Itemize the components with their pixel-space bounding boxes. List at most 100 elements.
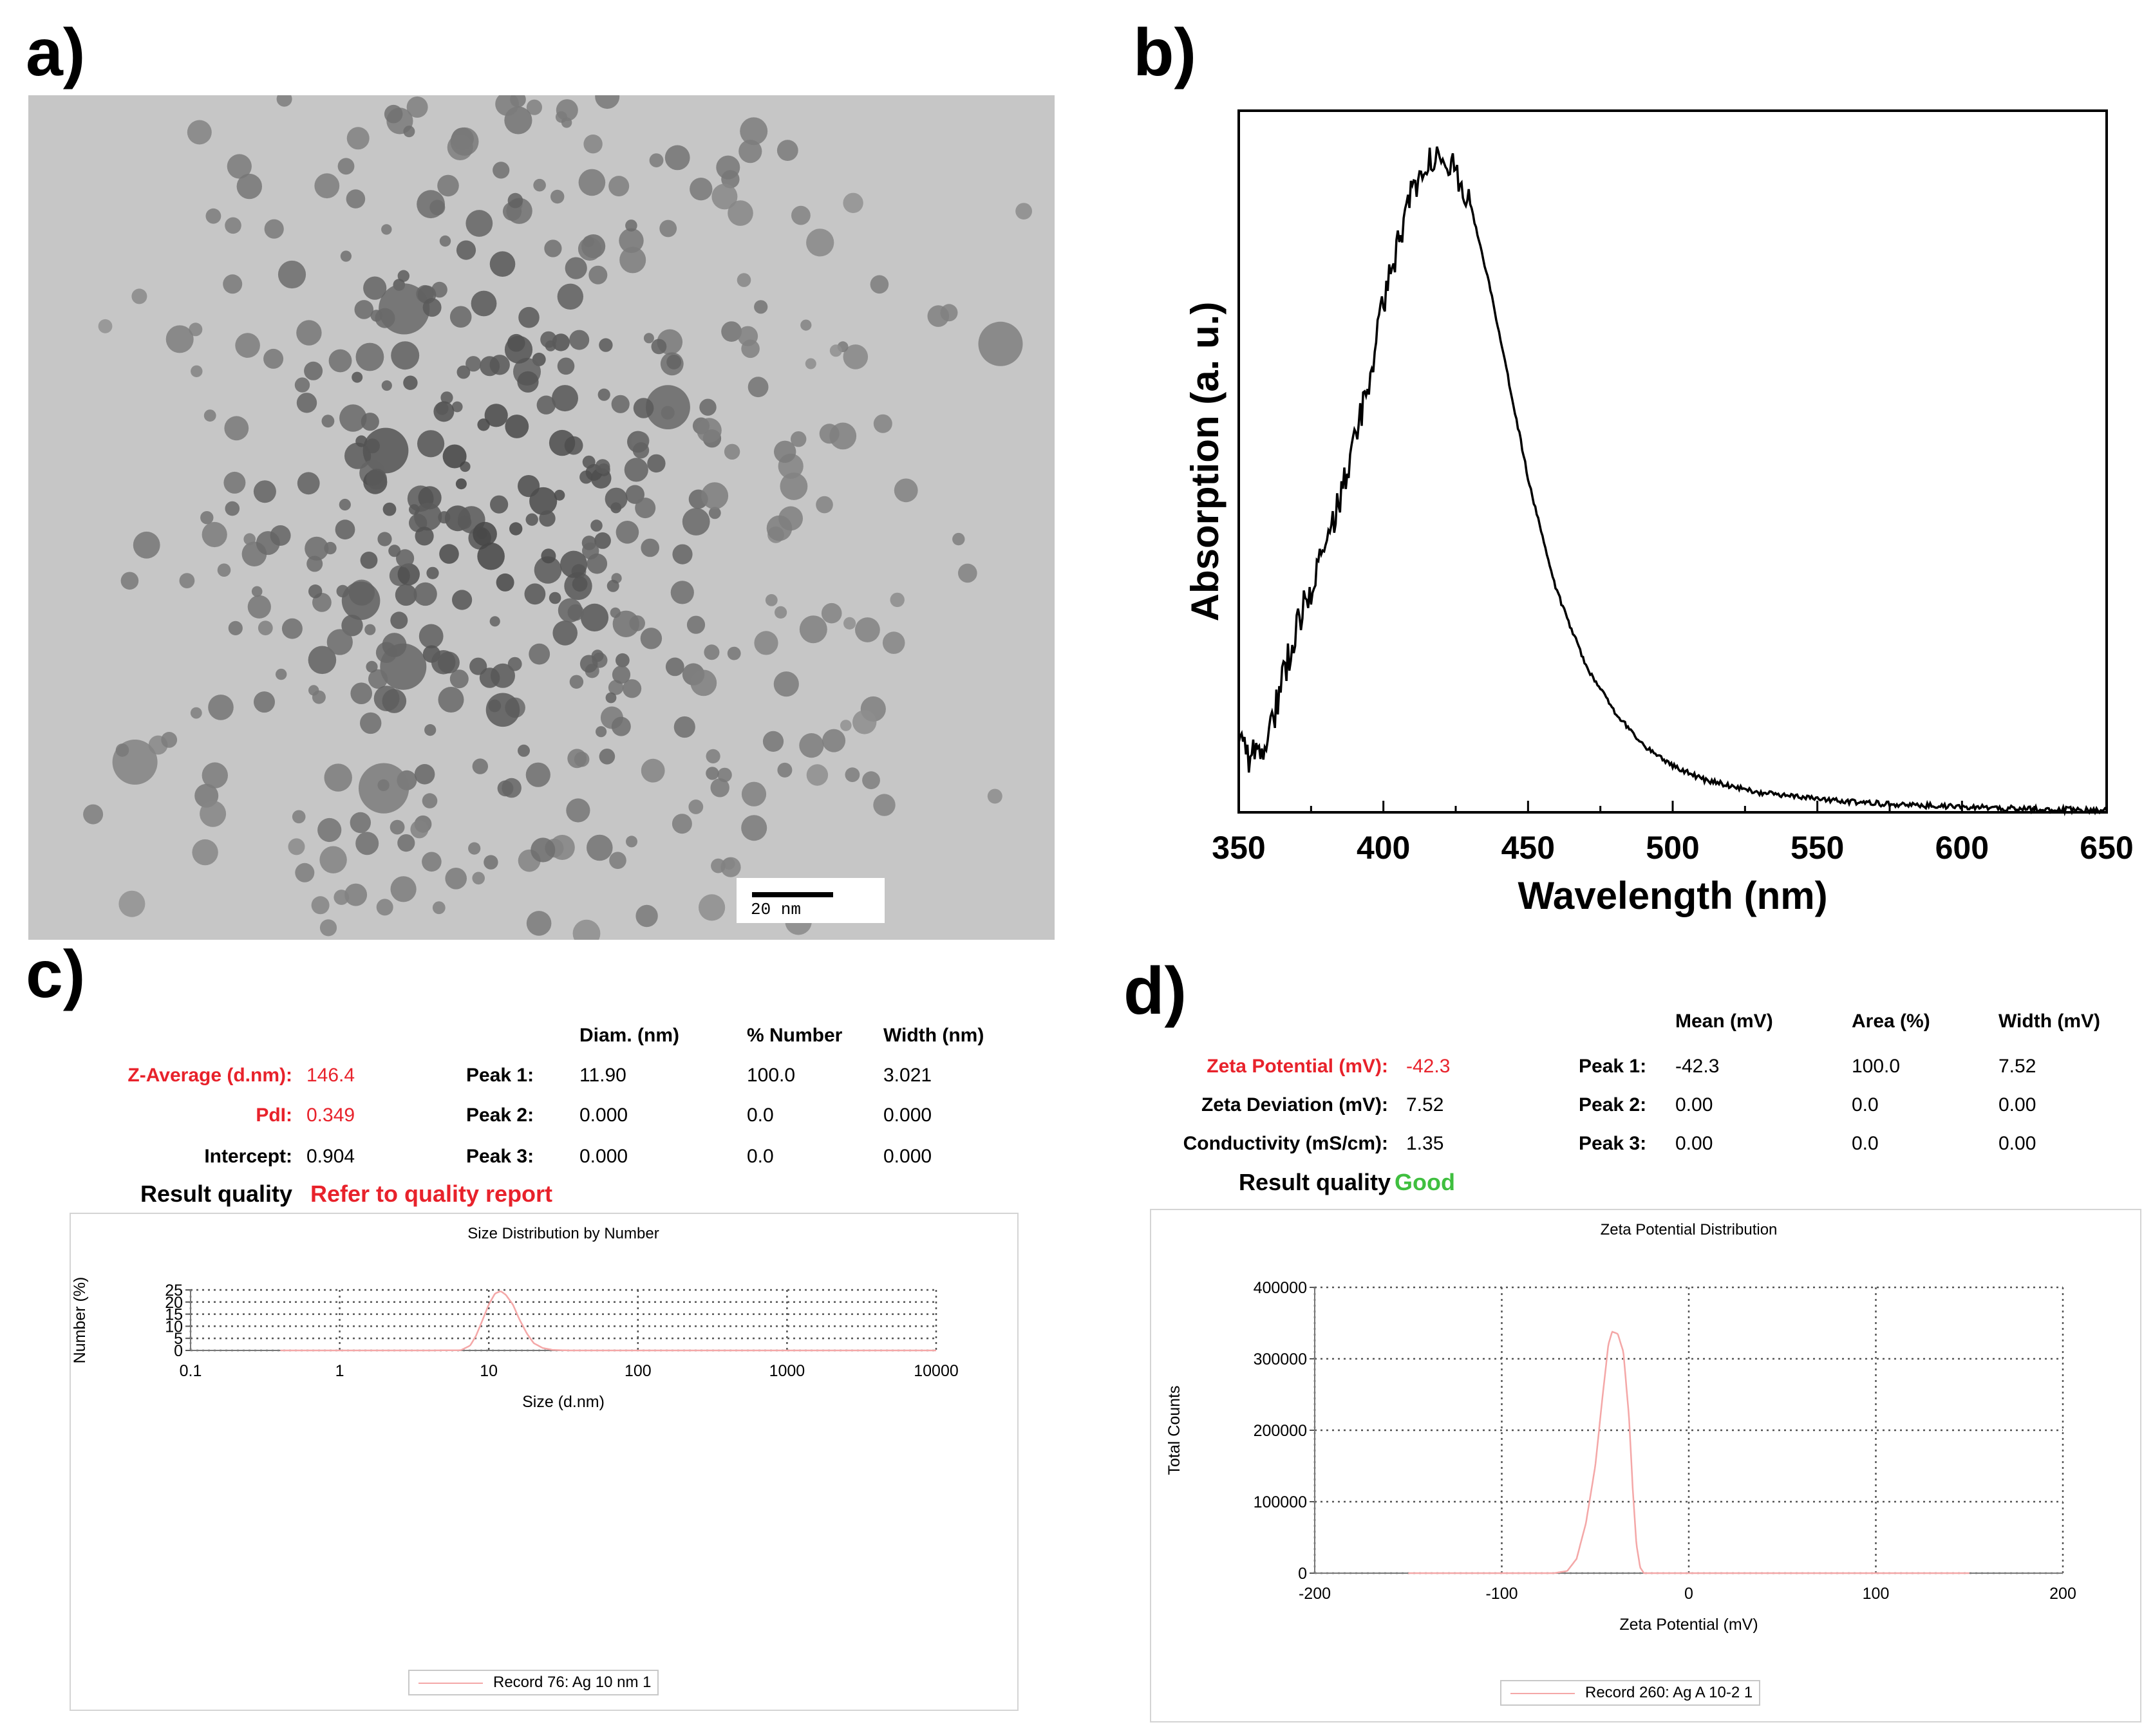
nanoparticle xyxy=(319,846,347,873)
nanoparticle xyxy=(375,308,395,328)
y-axis-label: Total Counts xyxy=(1165,1386,1183,1475)
nanoparticle xyxy=(806,764,829,786)
nanoparticle xyxy=(406,96,428,118)
nanoparticle xyxy=(599,338,613,352)
nanoparticle xyxy=(762,731,784,752)
nanoparticle xyxy=(485,693,520,727)
nanoparticle xyxy=(629,615,645,631)
x-tick-label: 550 xyxy=(1791,830,1844,866)
nanoparticle xyxy=(449,306,472,328)
nanoparticle xyxy=(843,192,863,213)
nanoparticle xyxy=(472,872,485,885)
x-axis-label: Zeta Potential (mV) xyxy=(1619,1616,1758,1634)
nanoparticle xyxy=(952,532,965,546)
x-tick-label: 100 xyxy=(1863,1585,1890,1603)
nanoparticle xyxy=(377,532,392,546)
dls-peak3-width: 0.000 xyxy=(883,1146,932,1167)
y-tick-label: 0 xyxy=(1298,1565,1307,1583)
nanoparticle xyxy=(549,429,576,456)
nanoparticle xyxy=(978,321,1023,366)
y-axis-label: Number (%) xyxy=(71,1277,89,1364)
nanoparticle xyxy=(647,454,666,473)
nanoparticle xyxy=(805,358,816,369)
nanoparticle xyxy=(701,482,729,510)
nanoparticle xyxy=(728,200,753,226)
nanoparticle xyxy=(505,415,529,438)
nanoparticle xyxy=(253,480,276,503)
nanoparticle xyxy=(507,192,523,209)
nanoparticle xyxy=(382,689,407,713)
nanoparticle xyxy=(565,257,587,279)
nanoparticle xyxy=(583,236,594,247)
distribution-series-line xyxy=(280,1291,936,1352)
nanoparticle xyxy=(297,472,320,495)
nanoparticle xyxy=(625,485,644,504)
nanoparticle xyxy=(610,607,621,619)
zeta-header-area: Area (%) xyxy=(1852,1011,1930,1032)
dls-chart-frame xyxy=(70,1213,1019,1711)
nanoparticle xyxy=(189,322,203,337)
nanoparticle xyxy=(438,511,451,524)
nanoparticle xyxy=(665,657,684,677)
nanoparticle xyxy=(340,250,352,262)
zeta-legend-label: Record 260: Ag A 10-2 1 xyxy=(1585,1684,1753,1701)
nanoparticle xyxy=(350,682,372,704)
nanoparticle xyxy=(776,140,798,161)
nanoparticle xyxy=(187,120,212,145)
nanoparticle xyxy=(225,217,241,234)
nanoparticle xyxy=(711,858,726,873)
nanoparticle xyxy=(296,320,322,346)
nanoparticle xyxy=(319,919,337,937)
nanoparticle xyxy=(276,668,287,680)
nanoparticle xyxy=(317,817,342,843)
nanoparticle xyxy=(225,501,240,516)
nanoparticle xyxy=(352,371,363,383)
dls-legend-line xyxy=(418,1683,483,1684)
nanoparticle xyxy=(334,890,350,905)
nanoparticle xyxy=(578,169,606,196)
nanoparticle xyxy=(418,624,444,649)
dls-peak3-diam: 0.000 xyxy=(579,1146,628,1167)
nanoparticle xyxy=(321,415,335,428)
nanoparticle xyxy=(605,487,628,510)
zeta-peak3-label: Peak 3: xyxy=(1579,1133,1647,1154)
nanoparticle xyxy=(608,176,630,197)
y-tick-label: 15 xyxy=(165,1306,183,1324)
nanoparticle xyxy=(346,127,370,150)
zeta-result-quality-value: Good xyxy=(1395,1169,1455,1195)
nanoparticle xyxy=(822,729,846,752)
nanoparticle xyxy=(456,240,476,260)
nanoparticle xyxy=(529,487,558,516)
x-tick-label: 400 xyxy=(1357,830,1410,866)
nanoparticle xyxy=(337,158,355,175)
dls-header-number: % Number xyxy=(747,1025,843,1046)
nanoparticle xyxy=(438,687,464,713)
nanoparticle xyxy=(558,598,583,622)
nanoparticle xyxy=(845,767,860,782)
nanoparticle xyxy=(382,502,397,516)
nanoparticle xyxy=(355,342,384,371)
nanoparticle xyxy=(526,99,543,115)
nanoparticle xyxy=(437,174,459,197)
nanoparticle xyxy=(708,507,721,519)
nanoparticle xyxy=(582,542,599,560)
nanoparticle xyxy=(582,455,596,469)
nanoparticle xyxy=(217,563,231,577)
nanoparticle xyxy=(410,820,429,839)
nanoparticle xyxy=(590,519,603,532)
nanoparticle xyxy=(200,511,214,525)
nanoparticle xyxy=(208,695,234,720)
nanoparticle xyxy=(258,621,273,635)
nanoparticle xyxy=(161,732,178,748)
nanoparticle xyxy=(540,331,557,348)
nanoparticle xyxy=(417,430,445,458)
nanoparticle xyxy=(557,283,583,310)
y-tick-label: 5 xyxy=(174,1330,183,1348)
nanoparticle xyxy=(202,762,228,789)
nanoparticle xyxy=(569,675,584,689)
zeta-result-quality-label: Result quality xyxy=(1239,1169,1391,1195)
nanoparticle xyxy=(326,629,353,655)
nanoparticle xyxy=(517,371,539,393)
nanoparticle xyxy=(312,690,326,704)
nanoparticle xyxy=(958,563,977,583)
